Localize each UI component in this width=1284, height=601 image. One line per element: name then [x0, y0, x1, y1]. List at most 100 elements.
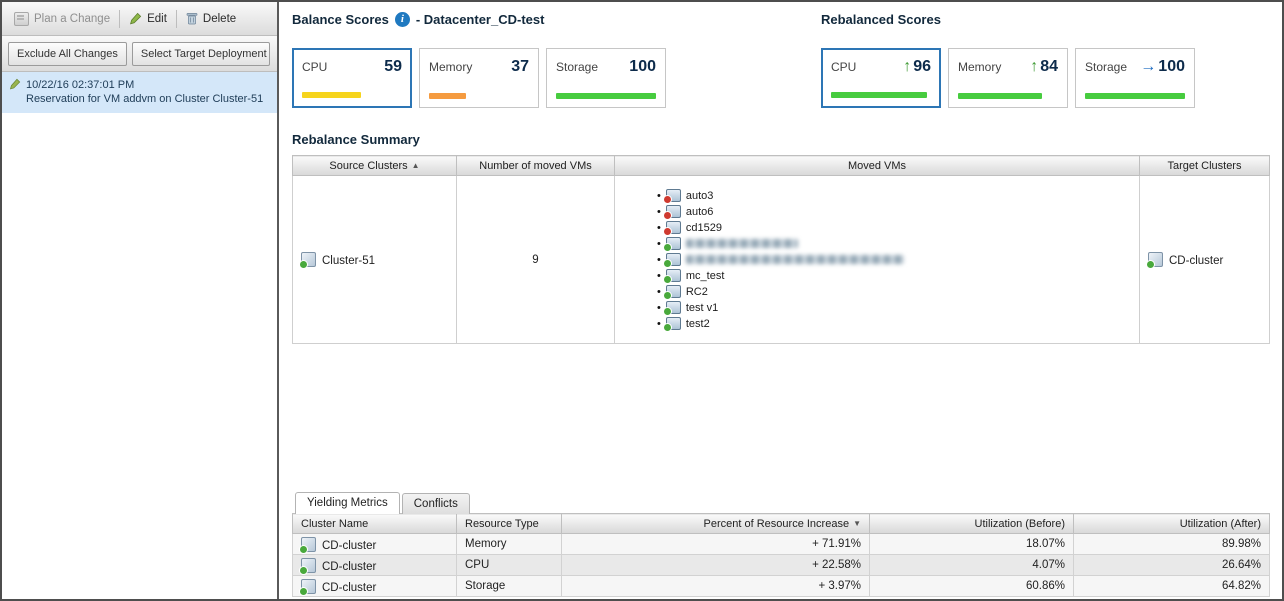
percent-increase-cell: + 3.97% — [561, 575, 870, 597]
column-moved-count[interactable]: Number of moved VMs — [456, 155, 615, 176]
scores-header-row: Balance Scores i - Datacenter_CD-test Re… — [292, 12, 1282, 34]
delete-button[interactable]: Delete — [180, 9, 242, 28]
percent-increase-cell: + 22.58% — [561, 554, 870, 576]
vm-list-item: • mc_test — [657, 268, 1138, 284]
vm-icon — [662, 253, 681, 268]
metrics-row[interactable]: CD-cluster Memory + 71.91% 18.07% 89.98% — [292, 533, 1270, 555]
score-value: 84 — [1040, 58, 1058, 75]
vm-list-item: • test2 — [657, 316, 1138, 332]
vm-name: mc_test — [685, 269, 725, 282]
change-pencil-icon — [9, 78, 21, 90]
summary-row[interactable]: Cluster-51 9 • auto3 • auto6 • cd1529 • • •… — [292, 175, 1270, 344]
rebalanced-card-storage[interactable]: Storage → 100 — [1075, 48, 1195, 108]
score-label: CPU — [831, 60, 857, 74]
column-percent-increase[interactable]: Percent of Resource Increase ▼ — [561, 513, 870, 534]
moved-vms-list: • auto3 • auto6 • cd1529 • • • mc_test • RC2 … — [657, 188, 1138, 332]
vm-list-item: • auto6 — [657, 204, 1138, 220]
score-card-cpu[interactable]: CPU 59 — [292, 48, 412, 108]
trend-up-icon: ↑ — [1030, 58, 1039, 75]
rebalanced-card-memory[interactable]: Memory ↑ 84 — [948, 48, 1068, 108]
edit-button[interactable]: Edit — [123, 9, 173, 28]
vm-list-item: • test v1 — [657, 300, 1138, 316]
column-target-clusters[interactable]: Target Clusters — [1139, 155, 1270, 176]
info-icon[interactable]: i — [394, 12, 410, 27]
trend-up-icon: ↑ — [903, 58, 912, 75]
tab-yielding-metrics[interactable]: Yielding Metrics — [295, 492, 400, 514]
column-resource-type[interactable]: Resource Type — [456, 513, 562, 534]
vm-name: test v1 — [685, 301, 719, 314]
toolbar-separator — [175, 9, 177, 28]
score-bar — [429, 93, 466, 99]
cluster-name-cell: CD-cluster — [292, 554, 457, 576]
vm-name: auto6 — [685, 205, 714, 218]
column-source-clusters[interactable]: Source Clusters ▲ — [292, 155, 457, 176]
score-bar — [302, 92, 361, 98]
vm-list-item: • cd1529 — [657, 220, 1138, 236]
score-card-memory[interactable]: Memory 37 — [419, 48, 539, 108]
score-label: CPU — [302, 60, 328, 74]
metrics-row[interactable]: CD-cluster Storage + 3.97% 60.86% 64.82% — [292, 575, 1270, 597]
vm-icon — [662, 205, 681, 220]
score-value: 59 — [384, 58, 402, 75]
column-utilization-before[interactable]: Utilization (Before) — [869, 513, 1074, 534]
cluster-icon — [1146, 252, 1163, 269]
delete-icon — [186, 12, 198, 25]
utilization-before-cell: 60.86% — [869, 575, 1074, 597]
rebalanced-card-cpu[interactable]: CPU ↑ 96 — [821, 48, 941, 108]
vm-icon — [662, 269, 681, 284]
vm-list-item: • — [657, 236, 1138, 252]
cluster-name: CD-cluster — [322, 560, 377, 573]
change-description: Reservation for VM addvm on Cluster Clus… — [26, 93, 264, 105]
sort-asc-icon: ▲ — [411, 160, 420, 170]
vm-icon — [662, 237, 681, 252]
column-moved-vms[interactable]: Moved VMs — [614, 155, 1140, 176]
sort-desc-icon: ▼ — [853, 518, 861, 528]
cluster-icon — [299, 252, 316, 269]
target-cluster-name: CD-cluster — [1169, 255, 1224, 267]
moved-vm-count: 9 — [456, 175, 615, 344]
utilization-before-cell: 4.07% — [869, 554, 1074, 576]
plan-a-change-button[interactable]: Plan a Change — [8, 9, 116, 29]
left-panel: Plan a Change Edit Delete Exclude All Ch… — [2, 2, 279, 599]
trend-right-icon: → — [1140, 58, 1157, 75]
score-label: Storage — [1085, 60, 1128, 74]
plan-a-change-label: Plan a Change — [34, 12, 111, 25]
exclude-all-changes-button[interactable]: Exclude All Changes — [8, 41, 127, 66]
rebalance-summary-table: Source Clusters ▲ Number of moved VMs Mov… — [292, 155, 1270, 344]
yielding-metrics-table: Cluster Name Resource Type Percent of Re… — [292, 513, 1270, 597]
balance-score-cards: CPU 59 Memory 37 Storage 100 — [292, 48, 666, 108]
vm-name: test2 — [685, 317, 710, 330]
metrics-row[interactable]: CD-cluster CPU + 22.58% 4.07% 26.64% — [292, 554, 1270, 576]
vm-name: auto3 — [685, 189, 714, 202]
change-list-item[interactable]: 10/22/16 02:37:01 PM Reservation for VM … — [2, 72, 277, 113]
score-card-storage[interactable]: Storage 100 — [546, 48, 666, 108]
vm-name-redacted — [685, 239, 798, 248]
metrics-header-row: Cluster Name Resource Type Percent of Re… — [292, 513, 1270, 534]
cluster-icon — [299, 536, 316, 554]
bullet-icon: • — [657, 205, 661, 218]
bullet-icon: • — [657, 253, 661, 266]
tab-conflicts[interactable]: Conflicts — [401, 493, 470, 514]
resource-type-cell: Memory — [456, 533, 562, 555]
datacenter-name: - Datacenter_CD-test — [415, 12, 545, 27]
score-bar — [958, 93, 1042, 99]
resource-type-cell: CPU — [456, 554, 562, 576]
delete-label: Delete — [202, 12, 237, 25]
source-cluster-name: Cluster-51 — [322, 255, 376, 267]
score-bar — [1085, 93, 1185, 99]
score-label: Memory — [429, 60, 473, 74]
score-cards-row: CPU 59 Memory 37 Storage 100 — [292, 48, 1282, 110]
column-utilization-after[interactable]: Utilization (After) — [1073, 513, 1270, 534]
percent-increase-cell: + 71.91% — [561, 533, 870, 555]
score-value: 100 — [1158, 58, 1185, 75]
resource-type-cell: Storage — [456, 575, 562, 597]
score-value: 37 — [511, 58, 529, 75]
select-target-deployment-button[interactable]: Select Target Deployment Da — [131, 41, 270, 66]
vm-icon — [662, 221, 681, 236]
score-value: 96 — [913, 58, 931, 75]
main-content: Balance Scores i - Datacenter_CD-test Re… — [279, 2, 1282, 599]
column-cluster-name[interactable]: Cluster Name — [292, 513, 457, 534]
vm-icon — [662, 189, 681, 204]
vm-name-redacted — [685, 255, 904, 264]
utilization-before-cell: 18.07% — [869, 533, 1074, 555]
